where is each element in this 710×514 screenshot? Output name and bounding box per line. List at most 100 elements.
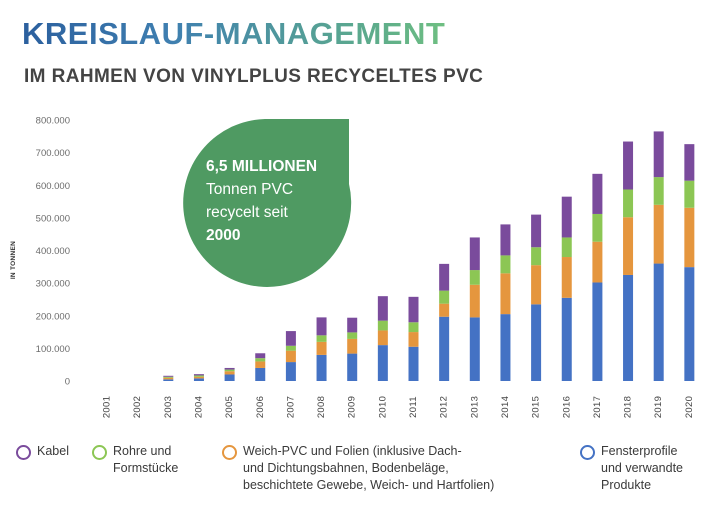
bar-segment xyxy=(163,377,174,380)
y-tick-label: 700.000 xyxy=(36,148,70,159)
bar-segment xyxy=(347,338,358,354)
bar-segment xyxy=(469,317,480,381)
bar-segment xyxy=(439,316,450,381)
x-tick-label: 2006 xyxy=(255,396,266,418)
legend: Kabel Rohre und Formstücke Weich-PVC und… xyxy=(0,437,710,507)
x-tick-label: 2002 xyxy=(132,396,143,418)
bar-segment xyxy=(193,378,204,381)
bar-segment xyxy=(684,144,695,181)
bar-segment xyxy=(285,362,296,381)
bar-segment xyxy=(224,369,235,372)
x-tick-label: 2001 xyxy=(102,396,113,418)
bar-segment xyxy=(653,263,664,381)
bar-segment xyxy=(377,320,388,331)
bar-segment xyxy=(623,217,634,275)
bar-segment xyxy=(377,296,388,321)
bar-segment xyxy=(653,131,664,178)
bar-segment xyxy=(316,341,327,355)
bar-segment xyxy=(285,345,296,351)
bar-segment xyxy=(561,237,572,258)
bar-segment xyxy=(408,296,419,323)
legend-label-kabel: Kabel xyxy=(37,444,69,458)
legend-item-kabel: Kabel xyxy=(16,443,69,460)
bar-segment xyxy=(255,361,266,368)
x-tick-label: 2010 xyxy=(377,396,388,418)
bar-segment xyxy=(193,374,204,376)
bar-segment xyxy=(163,379,174,381)
bar-segment xyxy=(255,358,266,362)
bar-segment xyxy=(561,297,572,381)
legend-swatch-weich-pvc xyxy=(222,445,237,460)
bar-segment xyxy=(255,353,266,359)
y-tick-label: 200.000 xyxy=(36,311,70,322)
bar-segment xyxy=(623,274,634,381)
bars xyxy=(163,131,695,381)
legend-label-rohre: Rohre und Formstücke xyxy=(113,444,179,475)
legend-item-fensterprofile: Fensterprofile und verwandte Produkte xyxy=(580,443,683,494)
x-tick-label: 2013 xyxy=(469,396,480,418)
callout-badge: 6,5 MILLIONEN Tonnen PVC recycelt seit 2… xyxy=(183,119,352,287)
bar-segment xyxy=(592,241,603,283)
callout-line-1: 6,5 MILLIONEN xyxy=(206,158,317,175)
bar-segment xyxy=(255,367,266,381)
bar-segment xyxy=(592,173,603,214)
bar-segment xyxy=(623,189,634,218)
callout-line-4: 2000 xyxy=(206,227,240,244)
bar-segment xyxy=(531,214,542,248)
bar-segment xyxy=(469,270,480,285)
bar-segment xyxy=(285,350,296,363)
bar-segment xyxy=(531,304,542,381)
bar-segment xyxy=(561,257,572,298)
y-tick-label: 800.000 xyxy=(36,116,70,127)
bar-segment xyxy=(408,346,419,381)
bar-segment xyxy=(224,371,235,375)
callout-shape xyxy=(183,119,352,287)
x-tick-label: 2020 xyxy=(684,396,695,418)
bar-segment xyxy=(592,213,603,242)
x-tick-label: 2003 xyxy=(163,396,174,418)
bar-segment xyxy=(500,224,511,256)
bar-segment xyxy=(623,141,634,190)
legend-item-weich-pvc: Weich-PVC und Folien (inklusive Dach- un… xyxy=(222,443,494,494)
legend-label-fensterprofile: Fensterprofile und verwandte Produkte xyxy=(601,444,684,492)
x-tick-label: 2007 xyxy=(285,396,296,418)
x-tick-label: 2017 xyxy=(592,396,603,418)
legend-item-rohre: Rohre und Formstücke xyxy=(92,443,178,477)
bar-segment xyxy=(316,317,327,336)
page-title: KREISLAUF-MANAGEMENT xyxy=(22,16,446,51)
legend-label-weich-pvc: Weich-PVC und Folien (inklusive Dach- un… xyxy=(243,444,495,492)
x-tick-label: 2019 xyxy=(653,396,664,418)
bar-segment xyxy=(316,354,327,381)
bar-segment xyxy=(653,177,664,205)
x-tick-label: 2005 xyxy=(224,396,235,418)
y-tick-label: 300.000 xyxy=(36,279,70,290)
bar-segment xyxy=(592,282,603,381)
legend-swatch-kabel xyxy=(16,445,31,460)
legend-swatch-fensterprofile xyxy=(580,445,595,460)
bar-segment xyxy=(500,314,511,381)
bar-segment xyxy=(469,284,480,318)
bar-segment xyxy=(193,376,204,379)
y-tick-label: 100.000 xyxy=(36,344,70,355)
bar-segment xyxy=(561,196,572,238)
bar-segment xyxy=(163,376,174,378)
x-tick-label: 2004 xyxy=(193,396,204,418)
callout-line-2: Tonnen PVC xyxy=(206,181,293,198)
bar-segment xyxy=(163,375,174,377)
page-subtitle: IM RAHMEN VON VINYLPLUS RECYCELTES PVC xyxy=(24,66,484,87)
bar-segment xyxy=(531,265,542,305)
x-tick-label: 2015 xyxy=(531,396,542,418)
x-axis-labels: 2001 2002 2003 2004 2005 2006 2007 2008 2009 2010… xyxy=(102,396,695,418)
bar-segment xyxy=(224,367,235,370)
x-tick-label: 2016 xyxy=(561,396,572,418)
bar-segment xyxy=(224,374,235,381)
y-axis-ticks: 0 100.000 200.000 300.000 400.000 500.000 600.… xyxy=(36,116,70,388)
bar-segment xyxy=(684,207,695,268)
bar-segment xyxy=(684,180,695,208)
bar-segment xyxy=(347,332,358,339)
x-tick-label: 2011 xyxy=(408,396,419,418)
y-axis-label: IN TONNEN xyxy=(10,241,17,279)
bar-segment xyxy=(469,237,480,271)
bar-segment xyxy=(439,263,450,291)
x-tick-label: 2012 xyxy=(439,396,450,418)
